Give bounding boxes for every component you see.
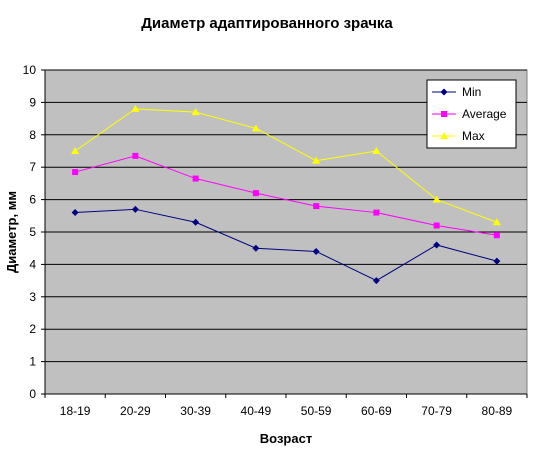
x-tick-label: 70-79 (421, 404, 452, 418)
y-tick-label: 6 (29, 193, 36, 207)
x-tick-label: 18-19 (60, 404, 91, 418)
axes (41, 69, 528, 398)
legend-label-max: Max (462, 129, 485, 143)
y-tick-label: 10 (23, 63, 37, 77)
legend-item-min: Min (432, 85, 481, 99)
y-tick-label: 7 (29, 160, 36, 174)
data-point-average (433, 222, 440, 229)
data-point-min (252, 244, 260, 252)
data-point-average (493, 232, 500, 239)
legend-marker-max (440, 132, 448, 139)
y-tick-label: 9 (29, 95, 36, 109)
x-tick-label: 60-69 (361, 404, 392, 418)
data-point-min (493, 257, 501, 265)
data-point-average (252, 190, 259, 197)
x-tick-label: 80-89 (482, 404, 513, 418)
data-point-average (313, 203, 320, 210)
data-point-max (312, 156, 321, 164)
y-tick-label: 1 (29, 355, 36, 369)
y-tick-label: 8 (29, 128, 36, 142)
series-max (71, 104, 501, 226)
y-tick-label: 0 (29, 387, 36, 401)
y-tick-label: 5 (29, 225, 36, 239)
series (71, 104, 501, 285)
y-axis-title: Диаметр, мм (4, 191, 19, 273)
legend-marker-average (441, 111, 447, 117)
series-min (71, 205, 501, 285)
x-tick-label: 20-29 (120, 404, 151, 418)
data-point-min (372, 277, 380, 285)
data-point-min (312, 247, 320, 255)
data-point-max (372, 147, 381, 154)
legend: Min Average Max (426, 79, 517, 149)
chart-title: Диаметр адаптированного зрачка (141, 15, 393, 32)
legend-label-average: Average (462, 107, 507, 121)
series-line-average (74, 155, 497, 236)
data-point-max (71, 147, 80, 154)
tick-labels: 0 1 2 3 4 5 6 7 8 9 10 18-19 20-29 30-39 40-49 50-59 60-… (23, 63, 513, 418)
data-point-average (132, 152, 139, 159)
data-point-average (72, 169, 79, 176)
data-point-min (192, 218, 200, 226)
data-point-max (432, 195, 441, 203)
data-point-max (191, 108, 200, 116)
legend-marker-min (440, 88, 448, 96)
legend-label-min: Min (462, 85, 481, 99)
series-line-min (75, 208, 498, 282)
x-tick-label: 30-39 (180, 404, 211, 418)
x-tick-label: 40-49 (241, 404, 272, 418)
series-average (72, 152, 500, 239)
legend-item-average: Average (432, 107, 507, 121)
data-point-average (373, 209, 380, 216)
legend-item-max: Max (432, 129, 485, 143)
x-tick-label: 50-59 (301, 404, 332, 418)
data-point-min (433, 241, 441, 249)
data-point-min (131, 205, 139, 213)
data-point-max (251, 124, 260, 132)
data-point-max (131, 104, 140, 112)
data-point-max (492, 218, 501, 226)
data-point-average (192, 175, 199, 182)
y-tick-label: 3 (29, 290, 36, 304)
x-axis-title: Возраст (260, 431, 312, 446)
data-point-min (71, 209, 79, 217)
gridlines (45, 69, 527, 363)
y-tick-label: 4 (29, 257, 36, 271)
series-line-max (74, 108, 498, 223)
y-tick-label: 2 (29, 322, 36, 336)
